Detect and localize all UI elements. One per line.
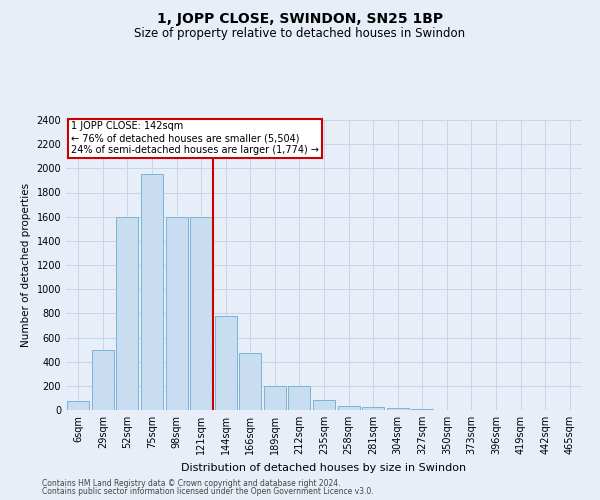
Bar <box>289 386 310 410</box>
Bar <box>215 316 237 410</box>
Y-axis label: Number of detached properties: Number of detached properties <box>21 183 31 347</box>
Bar <box>92 350 114 410</box>
Text: Contains public sector information licensed under the Open Government Licence v3: Contains public sector information licen… <box>42 487 374 496</box>
Bar <box>141 174 163 410</box>
X-axis label: Distribution of detached houses by size in Swindon: Distribution of detached houses by size … <box>181 462 467 472</box>
Bar <box>239 353 262 410</box>
Text: 1 JOPP CLOSE: 142sqm
← 76% of detached houses are smaller (5,504)
24% of semi-de: 1 JOPP CLOSE: 142sqm ← 76% of detached h… <box>71 122 319 154</box>
Text: 1, JOPP CLOSE, SWINDON, SN25 1BP: 1, JOPP CLOSE, SWINDON, SN25 1BP <box>157 12 443 26</box>
Bar <box>190 216 212 410</box>
Bar <box>313 400 335 410</box>
Bar <box>116 216 139 410</box>
Bar <box>386 408 409 410</box>
Bar <box>67 401 89 410</box>
Text: Size of property relative to detached houses in Swindon: Size of property relative to detached ho… <box>134 28 466 40</box>
Text: Contains HM Land Registry data © Crown copyright and database right 2024.: Contains HM Land Registry data © Crown c… <box>42 478 341 488</box>
Bar <box>264 386 286 410</box>
Bar <box>362 407 384 410</box>
Bar <box>166 216 188 410</box>
Bar <box>338 406 359 410</box>
